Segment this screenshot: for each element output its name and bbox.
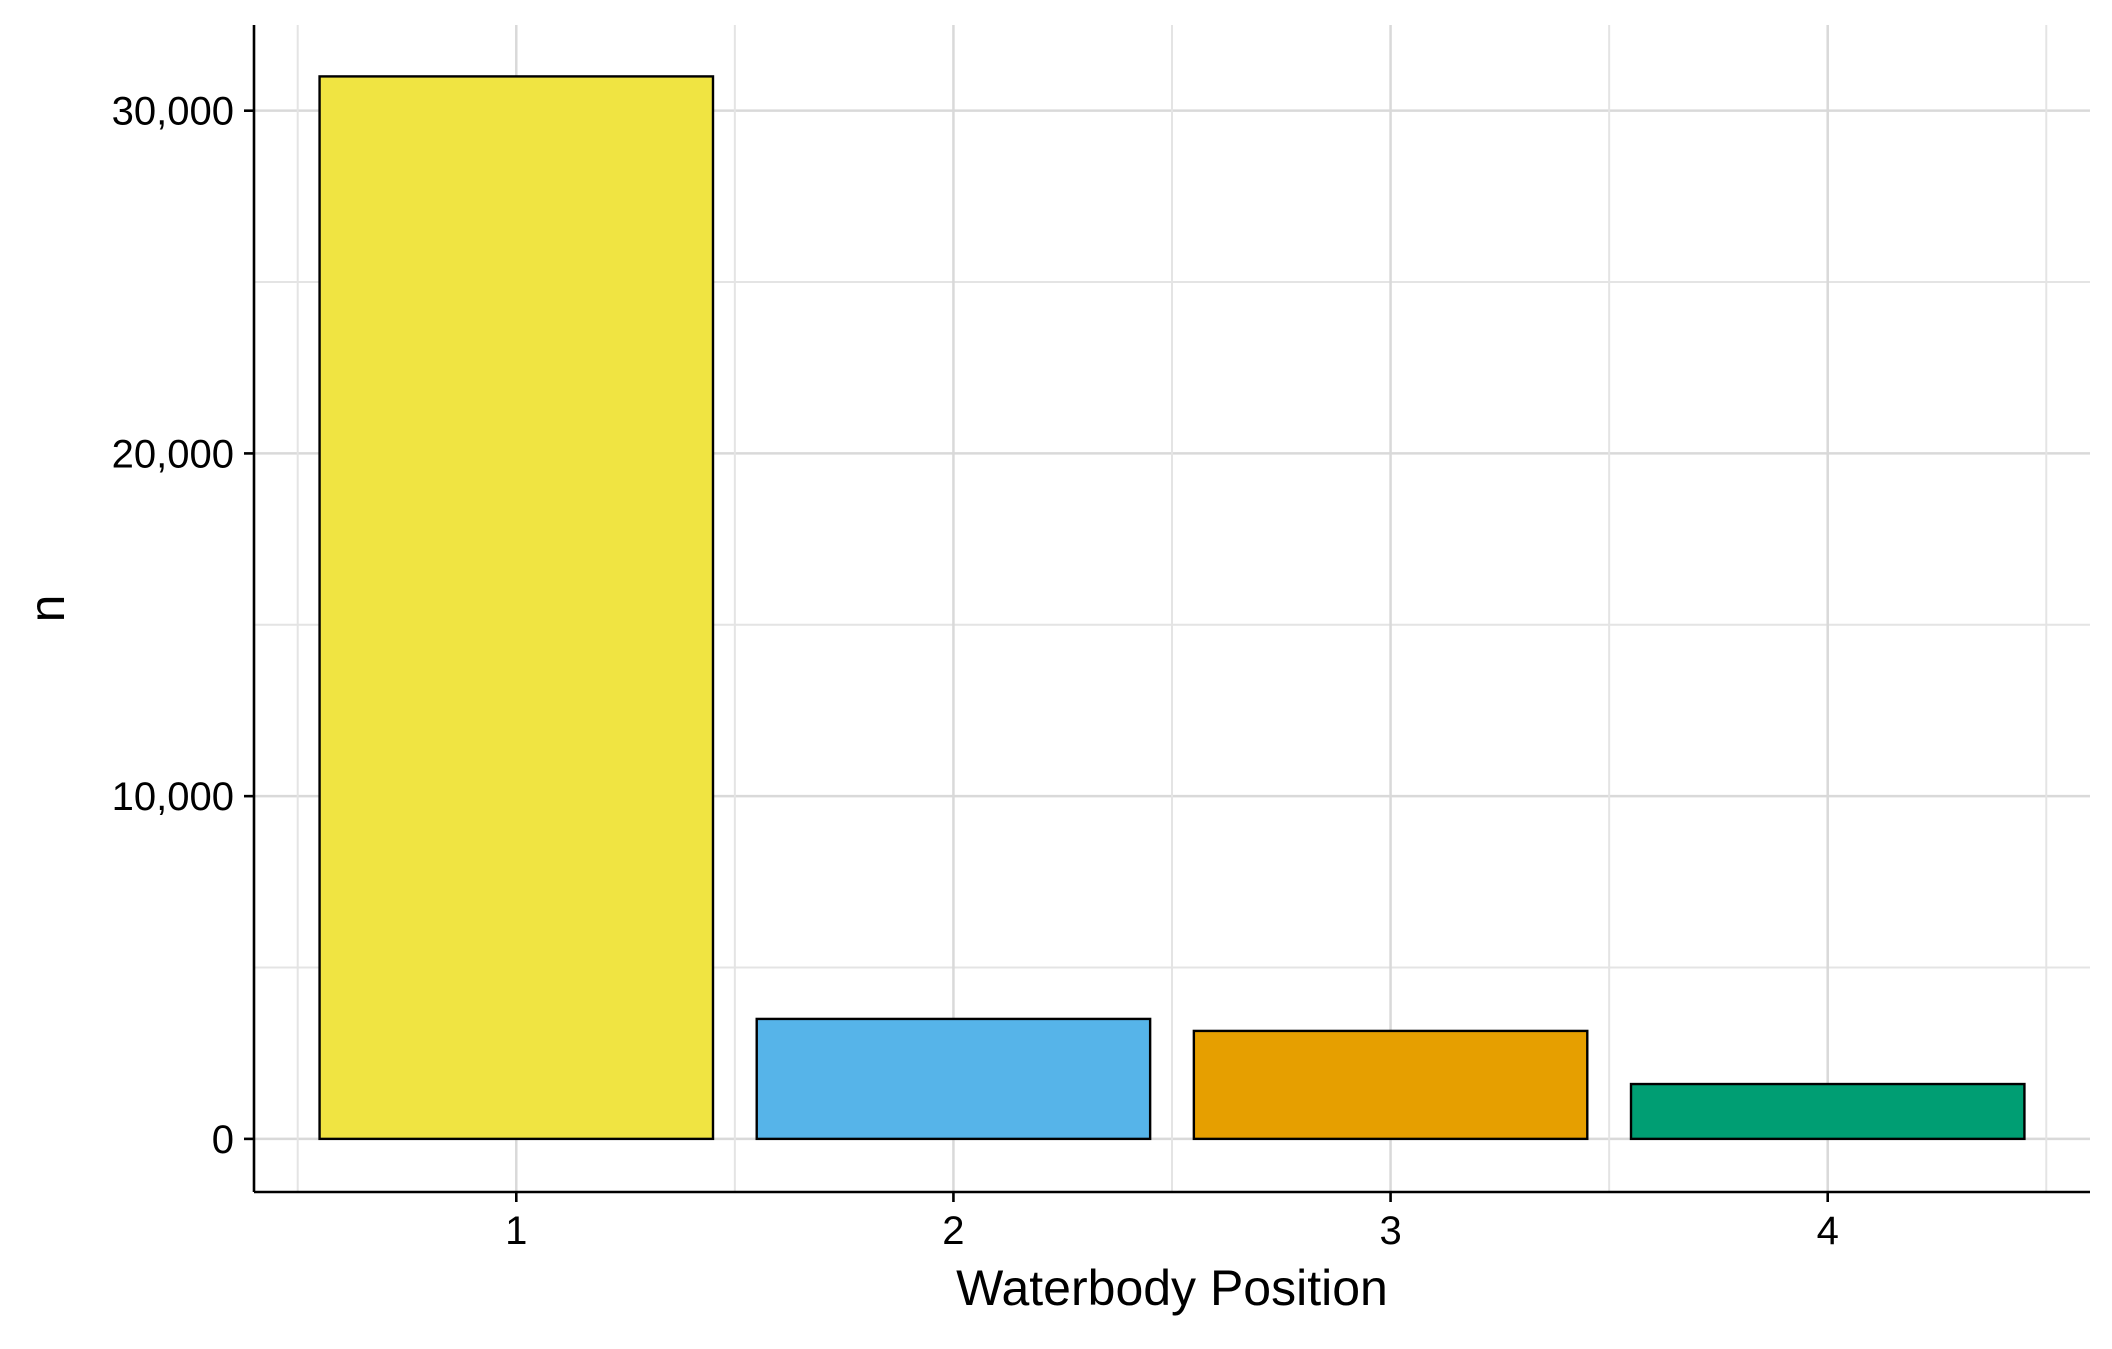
y-tick-label: 20,000 xyxy=(112,432,234,476)
x-axis-title: Waterbody Position xyxy=(956,1260,1388,1316)
bar-1 xyxy=(318,75,715,1141)
bar-3 xyxy=(1192,1029,1589,1141)
y-axis-ticks: 0 10,000 20,000 30,000 xyxy=(112,90,254,1162)
x-tick-label: 3 xyxy=(1379,1209,1401,1253)
axes xyxy=(252,25,2090,1194)
x-axis-ticks: 1 2 3 4 xyxy=(505,1192,1839,1253)
x-tick-label: 2 xyxy=(942,1209,964,1253)
x-tick-label: 1 xyxy=(505,1209,527,1253)
y-tick-label: 10,000 xyxy=(112,775,234,819)
y-tick-label: 0 xyxy=(212,1118,234,1162)
bar-4 xyxy=(1629,1082,2026,1141)
bars xyxy=(318,75,2026,1141)
x-tick-label: 4 xyxy=(1817,1209,1839,1253)
y-axis-title: n xyxy=(19,595,75,623)
y-tick-label: 30,000 xyxy=(112,90,234,134)
bar-2 xyxy=(755,1017,1152,1141)
